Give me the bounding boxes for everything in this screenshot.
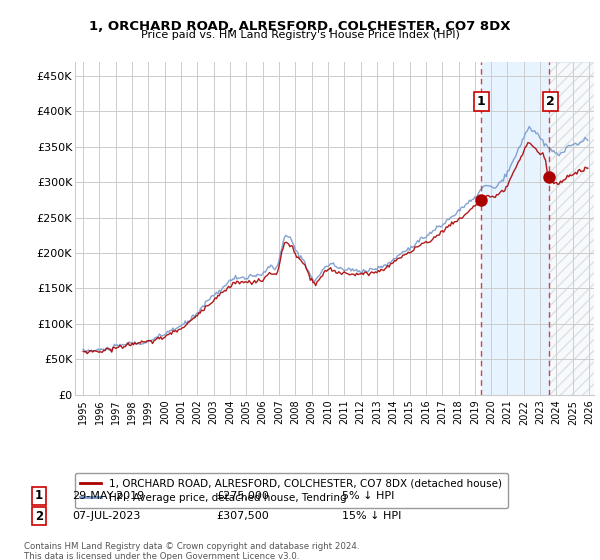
Text: 2: 2 — [546, 95, 554, 108]
Text: 5% ↓ HPI: 5% ↓ HPI — [342, 491, 394, 501]
Text: 15% ↓ HPI: 15% ↓ HPI — [342, 511, 401, 521]
Text: 2: 2 — [35, 510, 43, 523]
Text: £307,500: £307,500 — [216, 511, 269, 521]
Text: 29-MAY-2019: 29-MAY-2019 — [72, 491, 144, 501]
Bar — [481, 62, 548, 395]
Text: £275,000: £275,000 — [216, 491, 269, 501]
Bar — [548, 62, 597, 395]
Text: 07-JUL-2023: 07-JUL-2023 — [72, 511, 140, 521]
Text: Contains HM Land Registry data © Crown copyright and database right 2024.
This d: Contains HM Land Registry data © Crown c… — [24, 542, 359, 560]
Text: Price paid vs. HM Land Registry's House Price Index (HPI): Price paid vs. HM Land Registry's House … — [140, 30, 460, 40]
Text: 1: 1 — [35, 489, 43, 502]
Text: 1, ORCHARD ROAD, ALRESFORD, COLCHESTER, CO7 8DX: 1, ORCHARD ROAD, ALRESFORD, COLCHESTER, … — [89, 20, 511, 32]
Text: 1: 1 — [477, 95, 486, 108]
Bar — [548, 62, 597, 395]
Legend: 1, ORCHARD ROAD, ALRESFORD, COLCHESTER, CO7 8DX (detached house), HPI: Average p: 1, ORCHARD ROAD, ALRESFORD, COLCHESTER, … — [75, 473, 508, 508]
